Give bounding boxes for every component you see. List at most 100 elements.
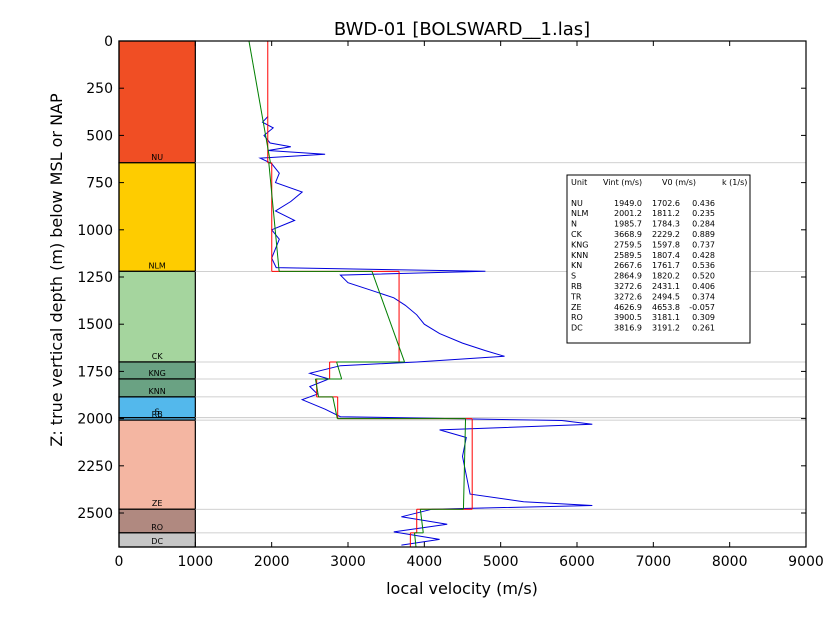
x-tick-label: 0 (115, 554, 124, 570)
table-cell: 3272.6 (614, 292, 642, 301)
unit-label-kng: KNG (148, 369, 165, 378)
table-cell: 2431.1 (652, 282, 680, 291)
table-cell: 1985.7 (614, 220, 642, 229)
table-cell: RB (571, 282, 582, 291)
chart-title: BWD-01 [BOLSWARD__1.las] (334, 19, 590, 40)
x-tick-label: 3000 (330, 554, 366, 570)
unit-label-rb: RB (152, 410, 163, 419)
unit-band-nu (118, 40, 196, 164)
table-cell: 4626.9 (614, 303, 642, 312)
x-tick-label: 7000 (636, 554, 672, 570)
trend-line-knn (314, 378, 320, 397)
unit-band-ze (118, 419, 196, 510)
table-cell: 0.406 (692, 282, 715, 291)
table-cell: 1784.3 (652, 220, 680, 229)
table-header-cell: V0 (m/s) (662, 178, 696, 187)
table-cell: 0.520 (692, 272, 715, 281)
x-tick-label: 6000 (559, 554, 595, 570)
x-tick-label: 4000 (407, 554, 443, 570)
table-frame (566, 174, 751, 344)
table-cell: KNG (571, 240, 588, 249)
x-tick-label: 1000 (178, 554, 214, 570)
table-cell: 3816.9 (614, 324, 642, 333)
y-tick-label: 1000 (77, 223, 113, 239)
table-cell: ZE (571, 303, 582, 312)
x-tick-label: 8000 (712, 554, 748, 570)
unit-label-nu: NU (151, 153, 163, 162)
x-tick-label: 2000 (254, 554, 290, 570)
table-cell: 2864.9 (614, 272, 642, 281)
table-cell: 1807.4 (652, 251, 680, 260)
table-cell: 2667.6 (614, 261, 642, 270)
table-cell: 4653.8 (652, 303, 680, 312)
table-cell: 3181.1 (652, 313, 680, 322)
trend-line-nu (248, 40, 271, 163)
unit-label-ze: ZE (152, 499, 163, 508)
table-cell: 0.428 (692, 251, 715, 260)
plot-frame (118, 40, 807, 548)
unit-band-nlm (118, 162, 196, 272)
y-tick-label: 2500 (77, 506, 113, 522)
velocity-table: Unit Vint (m/s) V0 (m/s) k (1/s) NU 1949.0 170… (566, 174, 751, 344)
unit-label-dc: DC (151, 537, 163, 546)
table-cell: 1597.8 (652, 240, 680, 249)
y-tick-label: 750 (86, 176, 113, 192)
trend-line-ck (371, 271, 405, 363)
y-tick-label: 1750 (77, 364, 113, 380)
unit-label-ro: RO (151, 523, 163, 532)
table-cell: NU (571, 199, 583, 208)
table-cell: 0.235 (692, 209, 715, 218)
table-cell: 1811.2 (652, 209, 680, 218)
y-axis-title: Z: true vertical depth (m) below MSL or … (47, 93, 66, 447)
table-cell: 1702.6 (652, 199, 680, 208)
table-cell: TR (570, 292, 582, 301)
trend-line-nlm (268, 162, 280, 272)
y-tick-label: 500 (86, 128, 113, 144)
table-cell: CK (571, 230, 583, 239)
table-cell: DC (571, 324, 583, 333)
table-cell: 1949.0 (614, 199, 642, 208)
unit-band-ck (118, 270, 196, 363)
sonic-log-series (258, 116, 593, 546)
table-cell: 2494.5 (652, 292, 680, 301)
table-cell: 0.374 (692, 292, 715, 301)
table-header-cell: Vint (m/s) (603, 178, 642, 187)
table-cell: 2589.5 (614, 251, 642, 260)
table-cell: 2001.2 (614, 209, 642, 218)
trend-line-ze (462, 418, 467, 510)
table-cell: 2229.2 (652, 230, 680, 239)
table-cell: KNN (571, 251, 588, 260)
table-cell: 3191.2 (652, 324, 680, 333)
table-header-cell: Unit (571, 178, 587, 187)
table-cell: S (571, 272, 576, 281)
table-cell: 0.284 (692, 220, 715, 229)
table-header-cell: k (1/s) (722, 178, 747, 187)
table-cell: 0.436 (692, 199, 715, 208)
trend-line-s (332, 396, 338, 419)
table-cell: -0.057 (689, 303, 715, 312)
x-tick-label: 5000 (483, 554, 519, 570)
trend-line-ro (419, 509, 424, 533)
y-tick-label: 250 (86, 81, 113, 97)
table-cell: KN (571, 261, 582, 270)
table-cell: N (571, 220, 577, 229)
table-cell: RO (571, 313, 583, 322)
table-cell: 0.261 (692, 324, 715, 333)
y-tick-label: 1500 (77, 317, 113, 333)
table-cell: 1820.2 (652, 272, 680, 281)
x-axis-title: local velocity (m/s) (386, 579, 538, 598)
table-cell: 1761.7 (652, 261, 680, 270)
table-cell: 0.737 (692, 240, 715, 249)
table-cell: 0.309 (692, 313, 715, 322)
table-cell: 2759.5 (614, 240, 642, 249)
trend-line-dc (413, 532, 417, 548)
table-cell: NLM (571, 209, 588, 218)
unit-label-s: S (155, 408, 160, 417)
unit-label-knn: KNN (149, 387, 166, 396)
y-tick-label: 2250 (77, 459, 113, 475)
x-tick-label: 9000 (788, 554, 824, 570)
y-tick-label: 2000 (77, 412, 113, 428)
